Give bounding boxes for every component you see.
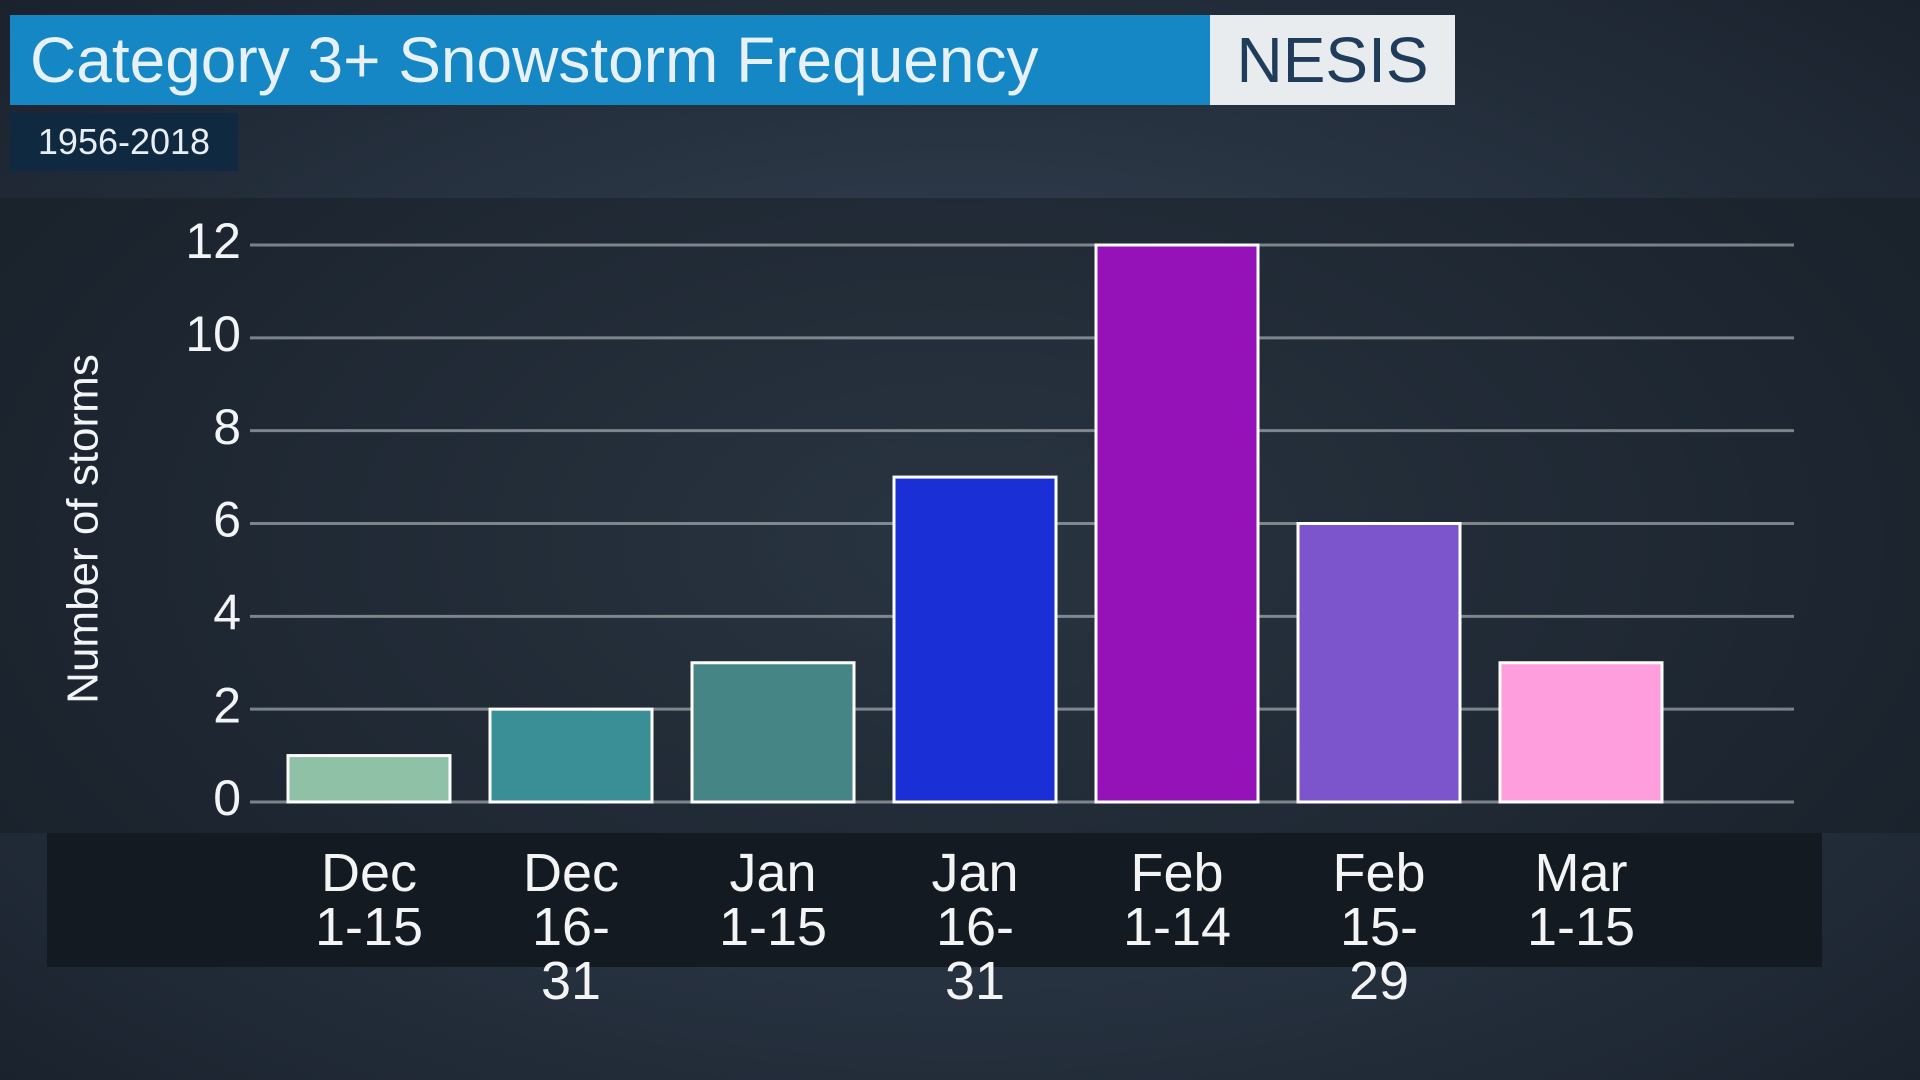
bar <box>892 475 1058 804</box>
y-tick-label: 2 <box>213 677 241 733</box>
bar <box>488 707 654 804</box>
y-tick-label: 8 <box>213 399 241 455</box>
y-tick-label: 4 <box>213 585 241 641</box>
x-tick-label: Dec 16-31 <box>522 843 620 1011</box>
y-tick-label: 10 <box>185 306 241 362</box>
bar <box>690 661 856 804</box>
badge: NESIS <box>1210 15 1455 105</box>
x-tick-label: Mar 1-15 <box>1526 843 1636 957</box>
bar <box>1094 243 1260 804</box>
y-tick-label: 12 <box>185 213 241 269</box>
x-tick-label: Feb 1-14 <box>1122 843 1232 957</box>
y-axis-label: Number of storms <box>59 354 108 704</box>
chart-title: Category 3+ Snowstorm Frequency <box>10 15 1210 105</box>
x-tick-label: Dec 1-15 <box>314 843 424 957</box>
x-tick-label: Feb 15-29 <box>1332 843 1426 1011</box>
x-tick-label: Jan 16-31 <box>931 843 1019 1011</box>
y-tick-label: 0 <box>213 770 241 826</box>
bar <box>1296 522 1462 804</box>
y-tick-label: 6 <box>213 492 241 548</box>
subtitle: 1956-2018 <box>10 113 238 171</box>
bar <box>1498 661 1664 804</box>
bar <box>286 754 452 804</box>
x-tick-label: Jan 1-15 <box>718 843 828 957</box>
x-axis-band <box>47 833 1822 967</box>
